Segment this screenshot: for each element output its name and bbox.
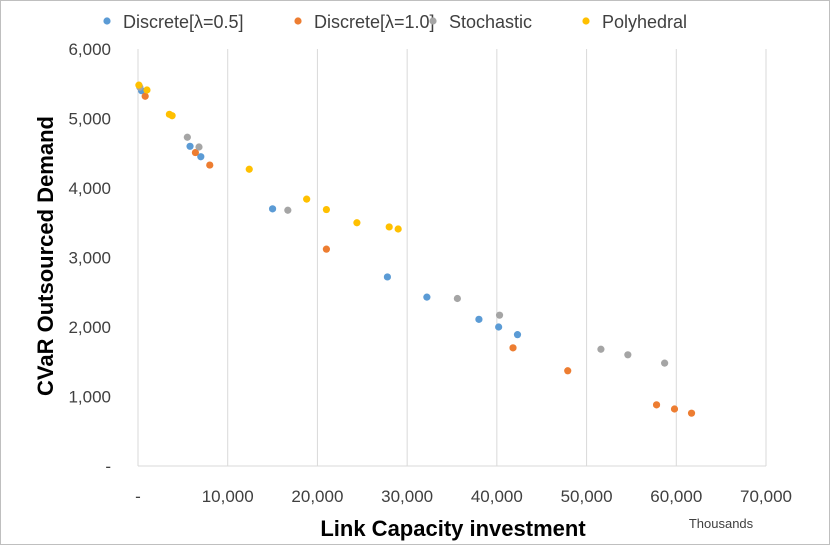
- data-point: [141, 92, 149, 100]
- data-point: [353, 219, 361, 227]
- data-point: [197, 153, 205, 161]
- data-point: [687, 409, 696, 417]
- data-point: [513, 331, 522, 339]
- y-tick-label: 3,000: [68, 249, 111, 268]
- legend-marker: [294, 17, 302, 25]
- data-points: [135, 81, 696, 417]
- data-point: [268, 205, 277, 213]
- y-tick-label: 6,000: [68, 40, 111, 59]
- y-tick-label: 5,000: [68, 110, 111, 129]
- data-point: [322, 245, 330, 253]
- data-point: [495, 323, 503, 331]
- y-tick-label: 4,000: [68, 179, 111, 198]
- data-point: [453, 294, 461, 303]
- x-tick-label: -: [135, 487, 141, 506]
- y-axis-title: CVaR Outsourced Demand: [33, 116, 58, 396]
- data-point: [495, 311, 504, 319]
- legend-marker: [429, 17, 437, 25]
- data-point: [624, 351, 632, 359]
- x-tick-labels: - 10,000 20,000 30,000 40,000 50,000 60,000 70,…: [135, 487, 792, 506]
- data-point: [652, 401, 661, 409]
- data-point: [475, 315, 483, 323]
- data-point: [670, 405, 679, 413]
- legend-entry: Discrete[λ=0.5]: [123, 12, 244, 32]
- x-tick-label: 60,000: [650, 487, 702, 506]
- x-tick-label: 50,000: [561, 487, 613, 506]
- data-point: [383, 273, 392, 281]
- data-point: [322, 205, 330, 214]
- data-point: [661, 359, 669, 367]
- legend: Discrete[λ=0.5] Discrete[λ=1.0] Stochastic…: [103, 12, 687, 32]
- x-tick-label: 30,000: [381, 487, 433, 506]
- data-point: [191, 148, 200, 157]
- x-tick-label: 40,000: [471, 487, 523, 506]
- gridlines: [227, 49, 767, 466]
- data-point: [394, 225, 402, 233]
- data-point: [186, 142, 194, 150]
- x-tick-label: 10,000: [202, 487, 254, 506]
- y-tick-label: 2,000: [68, 318, 111, 337]
- data-point: [564, 367, 572, 375]
- x-tick-label: 20,000: [291, 487, 343, 506]
- y-tick-label: 1,000: [68, 388, 111, 407]
- data-point: [509, 344, 517, 352]
- data-point: [143, 86, 151, 94]
- data-point: [385, 223, 393, 231]
- data-point: [195, 143, 203, 151]
- data-point: [135, 81, 143, 89]
- data-point: [168, 112, 176, 120]
- legend-entry: Discrete[λ=1.0]: [314, 12, 435, 32]
- x-axis-title: Link Capacity investment: [320, 516, 586, 541]
- legend-marker: [103, 17, 111, 25]
- x-axis-units: Thousands: [689, 516, 754, 531]
- y-tick-label: -: [105, 457, 111, 476]
- legend-marker: [582, 17, 590, 25]
- axes: [137, 49, 766, 467]
- y-tick-labels: - 1,000 2,000 3,000 4,000 5,000 6,000: [68, 40, 111, 476]
- data-point: [597, 345, 605, 353]
- data-point: [303, 195, 311, 203]
- data-point: [245, 165, 253, 173]
- legend-entry: Stochastic: [449, 12, 532, 32]
- data-point: [423, 293, 431, 301]
- x-tick-label: 70,000: [740, 487, 792, 506]
- legend-entry: Polyhedral: [602, 12, 687, 32]
- data-point: [284, 206, 292, 214]
- data-point: [206, 161, 214, 169]
- data-point: [183, 133, 191, 141]
